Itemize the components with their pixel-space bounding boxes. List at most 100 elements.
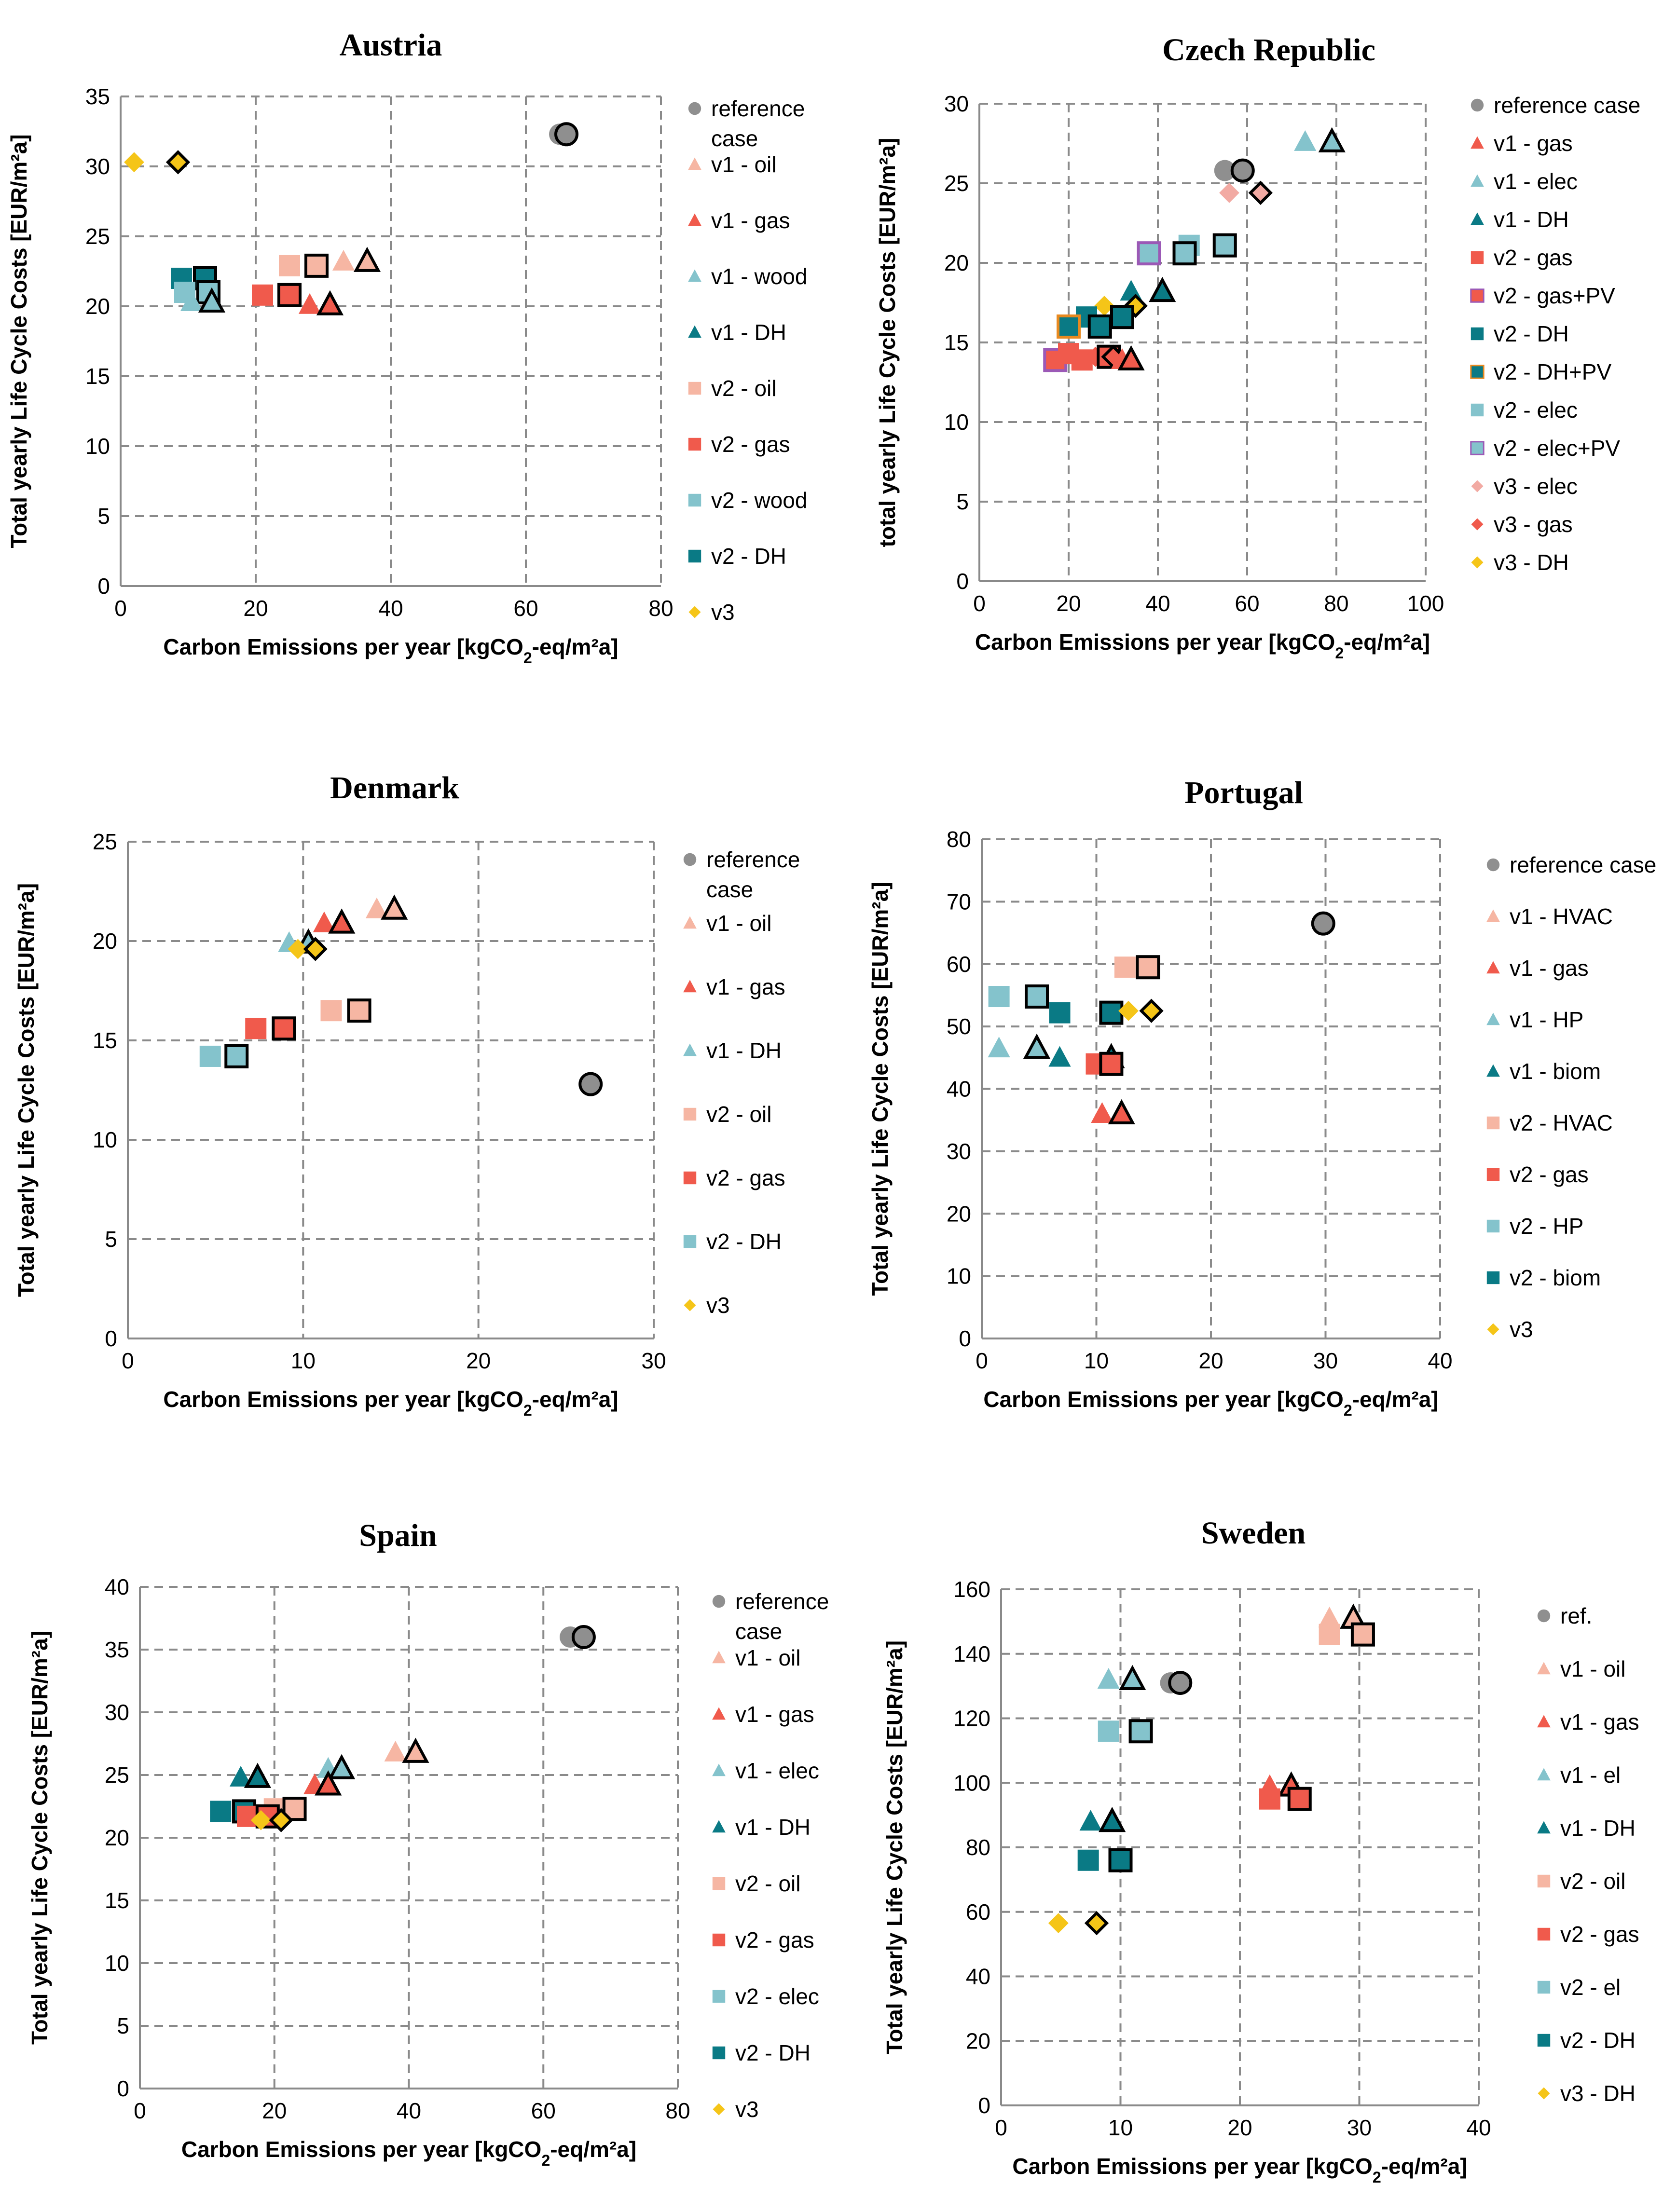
y-tick-label: 10 (105, 1951, 129, 1976)
x-tick-label: 30 (1313, 1348, 1338, 1373)
data-point (988, 986, 1010, 1008)
legend-label: v2 - HVAC (1510, 1110, 1613, 1135)
data-point (303, 937, 328, 961)
x-tick-label: 20 (262, 2098, 287, 2123)
legend-label: v3 - DH (1560, 2081, 1636, 2106)
legend-marker (1537, 1768, 1551, 1781)
legend-marker (1486, 1116, 1500, 1130)
y-tick-label: 5 (97, 504, 110, 529)
legend-marker (712, 1990, 726, 2003)
x-tick-label: 40 (397, 2098, 421, 2123)
x-tick-label: 80 (1324, 591, 1348, 616)
x-tick-label: 40 (1466, 2115, 1491, 2140)
y-tick-label: 5 (956, 489, 969, 514)
x-tick-label: 40 (1428, 1348, 1452, 1373)
legend-marker (712, 1877, 726, 1890)
legend-label: v1 - gas (706, 974, 785, 999)
y-tick-label: 0 (956, 569, 969, 594)
legend-label: v2 - DH (711, 544, 786, 569)
legend-marker (1537, 1715, 1551, 1728)
data-point (1319, 1624, 1340, 1645)
legend-marker (688, 437, 701, 451)
legend-marker (712, 1763, 726, 1776)
y-tick-label: 10 (947, 1264, 971, 1289)
legend-marker (712, 1933, 726, 1947)
legend-marker (1537, 1927, 1551, 1941)
denmark-legend: reference case v1 - oil v1 - gas v1 - DH v2 -… (683, 847, 800, 1318)
legend-marker (688, 157, 701, 170)
legend-label: v1 - DH (711, 320, 786, 345)
data-point (279, 255, 300, 276)
legend-label: v3 (1510, 1317, 1533, 1342)
y-tick-label: 5 (105, 1227, 117, 1252)
spain-x-axis-label: Carbon Emissions per year [kgCO2-eq/m²a] (181, 2137, 636, 2169)
spain-points (210, 1625, 596, 1832)
legend-marker (1487, 1323, 1499, 1336)
austria-x-axis-label: Carbon Emissions per year [kgCO2-eq/m²a] (163, 634, 618, 667)
legend-marker (1486, 1064, 1500, 1077)
y-tick-label: 40 (947, 1077, 971, 1102)
y-tick-label: 25 (93, 829, 117, 854)
y-tick-label: 5 (117, 2013, 129, 2038)
legend-marker (712, 1820, 726, 1833)
legend-label: v2 - DH (1560, 2028, 1636, 2053)
x-tick-label: 10 (291, 1348, 316, 1373)
x-tick-label: 30 (641, 1348, 666, 1373)
y-tick-label: 0 (105, 1326, 117, 1351)
legend-label: v2 - el (1560, 1975, 1621, 2000)
data-point (1108, 1099, 1135, 1124)
legend-marker (1471, 403, 1484, 417)
data-point (1149, 276, 1176, 302)
data-point (365, 897, 388, 918)
legend-label: v2 - DH (706, 1229, 782, 1254)
data-point (1077, 1849, 1099, 1871)
data-point (988, 1037, 1010, 1058)
sweden-chart: Sweden 0 10 20 30 40 0 20 40 60 80 100 120 140 160 Carb… (882, 1516, 1639, 2186)
legend-label: reference case (1494, 93, 1640, 118)
data-point (1087, 314, 1112, 339)
sweden-y-axis-label: Total yearly Life Cycle Costs [EUR/m²a] (882, 1640, 907, 2054)
data-point (1110, 305, 1134, 329)
legend-label: v1 - el (1560, 1762, 1621, 1788)
data-point (180, 290, 203, 311)
x-tick-label: 0 (995, 2115, 1007, 2140)
y-tick-label: 40 (966, 1964, 990, 1989)
czech-grid (979, 103, 1427, 581)
data-point (1098, 1720, 1119, 1742)
legend-marker (1471, 212, 1484, 225)
portugal-title: Portugal (1184, 775, 1303, 810)
portugal-x-axis-label: Carbon Emissions per year [kgCO2-eq/m²a] (983, 1387, 1438, 1419)
austria-title: Austria (340, 27, 442, 63)
legend-label: v2 - DH+PV (1494, 359, 1611, 384)
x-tick-label: 20 (1227, 2115, 1252, 2140)
x-tick-label: 60 (513, 596, 538, 621)
data-point (1230, 158, 1255, 183)
denmark-title: Denmark (330, 770, 459, 806)
data-point (1108, 1848, 1133, 1872)
spain-title: Spain (359, 1518, 437, 1553)
x-tick-label: 20 (243, 596, 268, 621)
data-point (1136, 955, 1160, 980)
denmark-chart: Denmark 0 10 20 30 0 5 10 15 20 25 Carbon Emissions… (14, 770, 800, 1419)
data-point (313, 911, 336, 932)
x-tick-label: 40 (1145, 591, 1170, 616)
legend-label: reference case (1510, 852, 1656, 877)
austria-points (124, 122, 578, 315)
y-tick-label: 25 (105, 1762, 129, 1788)
y-tick-label: 15 (85, 364, 110, 389)
data-point (402, 1737, 429, 1763)
legend-marker (683, 1171, 697, 1185)
data-point (381, 894, 408, 920)
legend-marker (1471, 251, 1484, 264)
legend-marker (1471, 174, 1484, 187)
legend-label: v2 - oil (711, 376, 776, 401)
data-point (288, 939, 308, 959)
data-point (229, 1766, 252, 1787)
x-tick-label: 0 (134, 2098, 146, 2123)
portugal-points (988, 911, 1335, 1124)
y-tick-label: 40 (105, 1574, 129, 1599)
x-tick-label: 60 (531, 2098, 556, 2123)
data-point (282, 1797, 307, 1821)
